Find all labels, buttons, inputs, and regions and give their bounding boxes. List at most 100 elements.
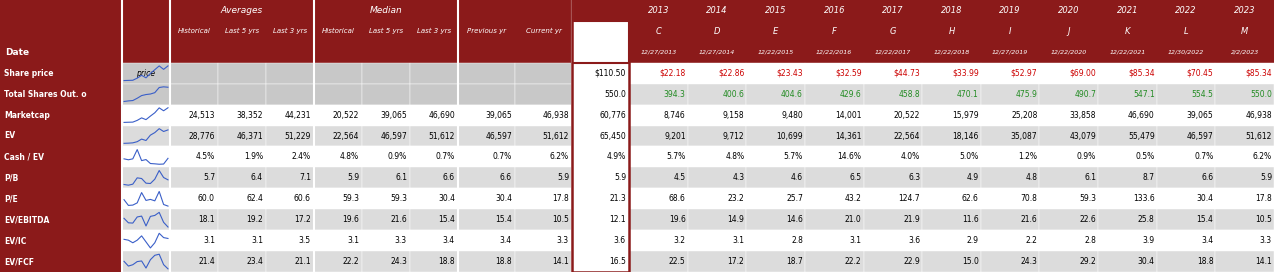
Text: 33,858: 33,858 (1070, 111, 1096, 120)
Bar (410, 126, 457, 146)
Text: 0.7%: 0.7% (493, 152, 512, 161)
Bar (922, 188, 981, 209)
Text: 15.0: 15.0 (962, 257, 978, 266)
Bar (1157, 63, 1215, 84)
Bar (747, 84, 805, 105)
Bar (747, 230, 805, 251)
Text: 1.2%: 1.2% (1018, 152, 1037, 161)
Bar (981, 209, 1040, 230)
Text: 2020: 2020 (1057, 6, 1079, 15)
Bar (0, 42, 1274, 63)
Bar (1215, 188, 1274, 209)
Text: 51,612: 51,612 (428, 131, 455, 141)
Text: 43,079: 43,079 (1069, 131, 1096, 141)
Text: 22.5: 22.5 (669, 257, 685, 266)
Bar (457, 209, 515, 230)
Bar (688, 209, 747, 230)
Text: 4.9%: 4.9% (606, 152, 626, 161)
Text: 6.6: 6.6 (1201, 173, 1213, 182)
Text: 15,979: 15,979 (952, 111, 978, 120)
Text: 4.8%: 4.8% (725, 152, 744, 161)
Bar (457, 188, 515, 209)
Bar (457, 230, 515, 251)
Text: EV/FCF: EV/FCF (4, 257, 34, 266)
Bar (169, 63, 218, 84)
Text: 18.1: 18.1 (199, 215, 215, 224)
Bar (313, 126, 362, 146)
Bar (169, 105, 218, 126)
Bar (922, 209, 981, 230)
Bar (688, 63, 747, 84)
Text: 3.4: 3.4 (1201, 236, 1213, 245)
Bar (1215, 251, 1274, 272)
Bar (805, 105, 864, 126)
Bar (747, 105, 805, 126)
Bar (981, 188, 1040, 209)
Text: 65,450: 65,450 (599, 131, 626, 141)
Bar (1215, 167, 1274, 188)
Bar (218, 105, 266, 126)
Text: Median: Median (369, 6, 403, 15)
Text: 3.1: 3.1 (203, 236, 215, 245)
Text: 14.1: 14.1 (552, 257, 569, 266)
Text: 0.9%: 0.9% (1077, 152, 1096, 161)
Bar (218, 84, 266, 105)
Bar (922, 126, 981, 146)
Text: 21.3: 21.3 (609, 194, 626, 203)
Bar (218, 209, 266, 230)
Text: $85.34: $85.34 (1127, 69, 1154, 78)
Text: 3.3: 3.3 (1260, 236, 1271, 245)
Text: 3.5: 3.5 (299, 236, 311, 245)
Bar (922, 230, 981, 251)
Bar (1098, 230, 1157, 251)
Bar (1157, 167, 1215, 188)
Text: Cash / EV: Cash / EV (4, 152, 45, 161)
Text: 3.2: 3.2 (674, 236, 685, 245)
Bar (266, 251, 313, 272)
Text: 68.6: 68.6 (669, 194, 685, 203)
Bar (0, 21, 1274, 42)
Bar (362, 105, 410, 126)
Text: 12/27/2014: 12/27/2014 (699, 50, 735, 55)
Text: 15.4: 15.4 (1196, 215, 1213, 224)
Bar (1157, 209, 1215, 230)
Bar (1040, 84, 1098, 105)
Bar (169, 167, 218, 188)
Text: E: E (773, 27, 778, 36)
Bar (362, 84, 410, 105)
Bar (122, 105, 169, 126)
Bar (747, 251, 805, 272)
Text: Date: Date (5, 48, 29, 57)
Bar (0, 188, 122, 209)
Bar (688, 251, 747, 272)
Text: 12/22/2016: 12/22/2016 (817, 50, 852, 55)
Bar (266, 167, 313, 188)
Text: 0.5%: 0.5% (1135, 152, 1154, 161)
Bar (922, 251, 981, 272)
Text: $44.73: $44.73 (893, 69, 920, 78)
Text: 0.7%: 0.7% (436, 152, 455, 161)
Text: 46,597: 46,597 (380, 131, 406, 141)
Text: 24,513: 24,513 (189, 111, 215, 120)
Bar (515, 84, 572, 105)
Text: 14.6: 14.6 (786, 215, 803, 224)
Text: 18.8: 18.8 (496, 257, 512, 266)
Text: 4.5: 4.5 (674, 173, 685, 182)
Text: 3.1: 3.1 (251, 236, 262, 245)
Bar (1040, 230, 1098, 251)
Text: $69.00: $69.00 (1069, 69, 1096, 78)
Bar (864, 167, 922, 188)
Text: 17.8: 17.8 (1255, 194, 1271, 203)
Text: Last 5 yrs: Last 5 yrs (225, 28, 259, 35)
Text: $33.99: $33.99 (952, 69, 978, 78)
Bar (981, 251, 1040, 272)
Text: 60.6: 60.6 (294, 194, 311, 203)
Bar (457, 126, 515, 146)
Text: 25.8: 25.8 (1138, 215, 1154, 224)
Text: 25,208: 25,208 (1012, 111, 1037, 120)
Text: 5.9: 5.9 (614, 173, 626, 182)
Text: 10,699: 10,699 (776, 131, 803, 141)
Text: 12/30/2022: 12/30/2022 (1168, 50, 1204, 55)
Bar (266, 63, 313, 84)
Text: Historical: Historical (177, 28, 210, 34)
